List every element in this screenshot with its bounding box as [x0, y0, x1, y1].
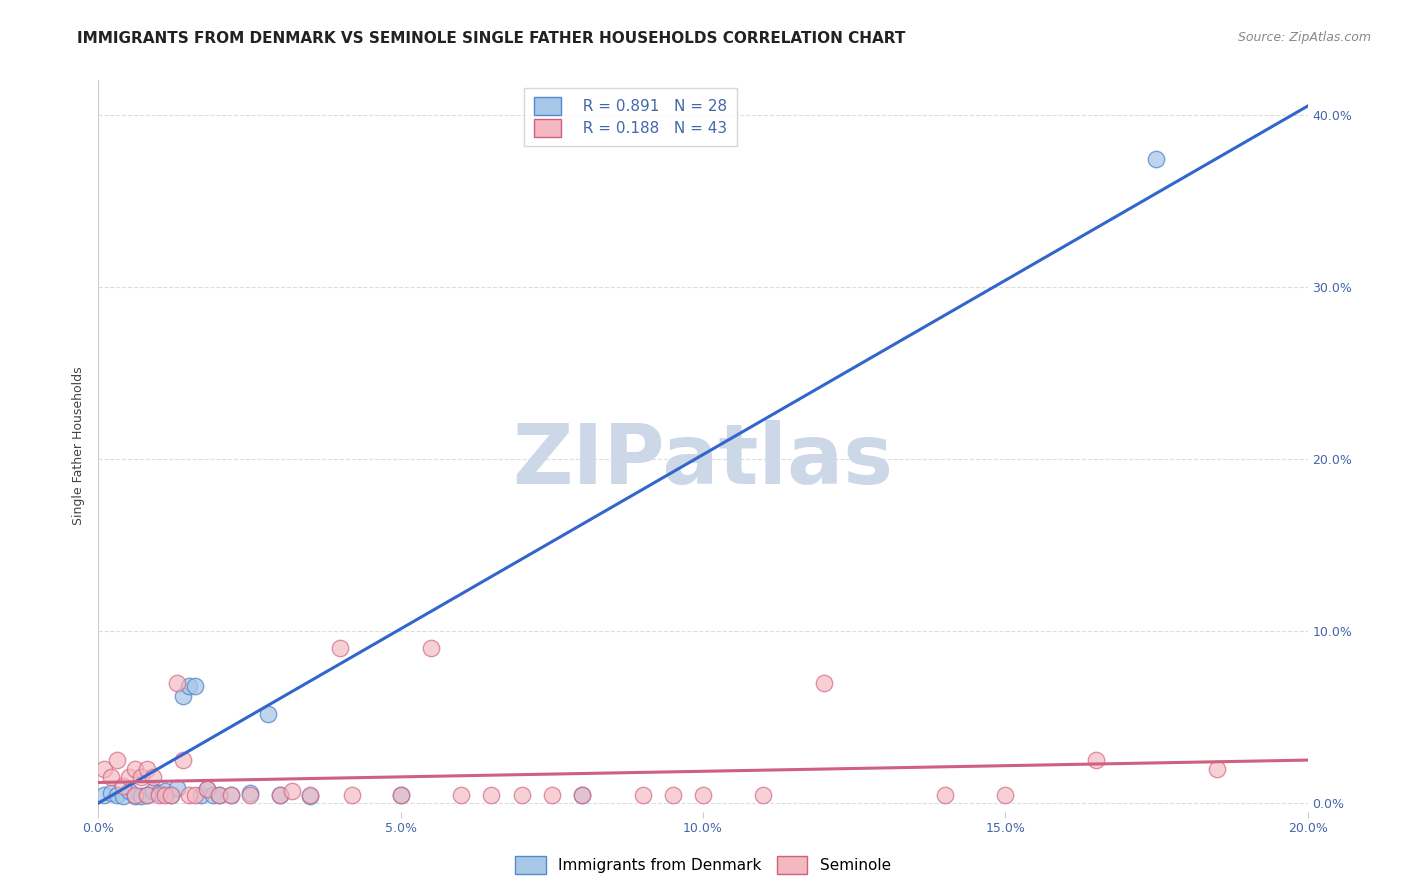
Point	[256, 706, 278, 721]
Point	[172, 753, 194, 767]
Point	[135, 788, 157, 802]
Point	[100, 770, 122, 784]
Text: Source: ZipAtlas.com: Source: ZipAtlas.com	[1237, 31, 1371, 45]
Point	[184, 788, 207, 802]
Point	[142, 770, 165, 784]
Point	[342, 788, 364, 802]
Point	[124, 789, 146, 804]
Text: ZIPatlas: ZIPatlas	[513, 420, 893, 501]
Point	[179, 788, 201, 802]
Point	[135, 762, 157, 776]
Point	[124, 762, 146, 776]
Point	[100, 786, 122, 800]
Point	[661, 788, 683, 802]
Point	[239, 788, 262, 802]
Point	[129, 789, 152, 804]
Point	[299, 789, 322, 804]
Point	[281, 784, 304, 798]
Y-axis label: Single Father Households: Single Father Households	[72, 367, 86, 525]
Point	[179, 679, 201, 693]
Point	[299, 788, 322, 802]
Point	[631, 788, 654, 802]
Point	[420, 641, 443, 656]
Point	[118, 784, 141, 798]
Point	[190, 788, 212, 802]
Text: IMMIGRANTS FROM DENMARK VS SEMINOLE SINGLE FATHER HOUSEHOLDS CORRELATION CHART: IMMIGRANTS FROM DENMARK VS SEMINOLE SING…	[77, 31, 905, 46]
Point	[269, 788, 291, 802]
Point	[269, 788, 291, 802]
Point	[208, 788, 231, 802]
Point	[166, 780, 188, 795]
Point	[571, 788, 593, 802]
Point	[124, 788, 146, 802]
Point	[540, 788, 562, 802]
Point	[111, 789, 134, 804]
Point	[129, 770, 152, 784]
Point	[105, 788, 128, 802]
Point	[105, 753, 128, 767]
Point	[195, 782, 218, 797]
Point	[153, 784, 176, 798]
Point	[111, 779, 134, 793]
Point	[142, 784, 165, 798]
Point	[166, 675, 188, 690]
Point	[934, 788, 956, 802]
Point	[389, 788, 412, 802]
Point	[329, 641, 352, 656]
Point	[93, 762, 115, 776]
Point	[221, 788, 243, 802]
Point	[510, 788, 533, 802]
Point	[208, 788, 231, 802]
Point	[195, 782, 218, 797]
Point	[692, 788, 714, 802]
Point	[184, 679, 207, 693]
Point	[994, 788, 1017, 802]
Point	[118, 770, 141, 784]
Point	[135, 788, 157, 802]
Point	[389, 788, 412, 802]
Point	[752, 788, 775, 802]
Point	[160, 788, 183, 802]
Point	[202, 788, 225, 802]
Point	[160, 788, 183, 802]
Point	[172, 690, 194, 704]
Point	[148, 788, 170, 802]
Point	[450, 788, 472, 802]
Legend:   R = 0.891   N = 28,   R = 0.188   N = 43: R = 0.891 N = 28, R = 0.188 N = 43	[524, 88, 737, 146]
Point	[571, 788, 593, 802]
Point	[1144, 153, 1167, 167]
Point	[153, 788, 176, 802]
Point	[1206, 762, 1229, 776]
Point	[1085, 753, 1108, 767]
Point	[93, 788, 115, 802]
Point	[221, 788, 243, 802]
Point	[239, 786, 262, 800]
Point	[148, 786, 170, 800]
Point	[813, 675, 835, 690]
Point	[481, 788, 503, 802]
Legend: Immigrants from Denmark, Seminole: Immigrants from Denmark, Seminole	[509, 850, 897, 880]
